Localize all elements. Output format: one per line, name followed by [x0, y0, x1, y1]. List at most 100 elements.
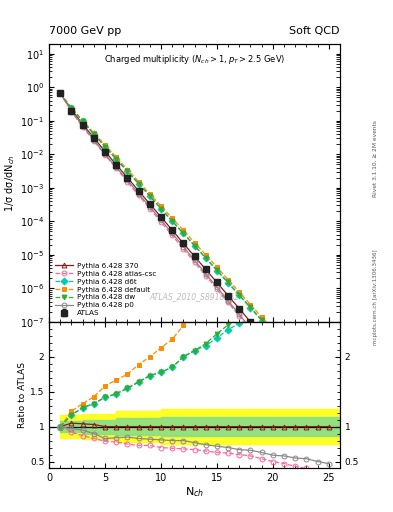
- Line: Pythia 6.428 default: Pythia 6.428 default: [58, 91, 331, 397]
- Pythia 6.428 dw: [315, 379, 320, 386]
- Pythia 6.428 d6t: [215, 267, 219, 273]
- Pythia 6.428 d6t: [147, 193, 152, 199]
- Pythia 6.428 default: [215, 264, 219, 270]
- Pythia 6.428 dw: [304, 367, 309, 373]
- Pythia 6.428 default: [327, 391, 331, 397]
- Pythia 6.428 p0: [192, 257, 197, 263]
- Pythia 6.428 p0: [259, 338, 264, 345]
- Pythia 6.428 d6t: [125, 168, 130, 175]
- Pythia 6.428 dw: [327, 392, 331, 398]
- Pythia 6.428 default: [103, 142, 107, 148]
- Pythia 6.428 370: [58, 90, 62, 96]
- Pythia 6.428 370: [136, 188, 141, 194]
- Pythia 6.428 dw: [80, 118, 85, 124]
- Pythia 6.428 370: [248, 319, 253, 325]
- Pythia 6.428 atlas-csc: [203, 272, 208, 279]
- Pythia 6.428 d6t: [136, 181, 141, 187]
- Pythia 6.428 370: [170, 227, 174, 233]
- Pythia 6.428 dw: [58, 90, 62, 96]
- Pythia 6.428 atlas-csc: [226, 300, 230, 306]
- Text: 7000 GeV pp: 7000 GeV pp: [49, 26, 121, 36]
- Pythia 6.428 atlas-csc: [293, 383, 298, 390]
- Pythia 6.428 dw: [181, 230, 186, 237]
- Pythia 6.428 d6t: [327, 394, 331, 400]
- Pythia 6.428 p0: [226, 297, 230, 304]
- Pythia 6.428 p0: [136, 190, 141, 197]
- Pythia 6.428 atlas-csc: [136, 193, 141, 199]
- Pythia 6.428 d6t: [92, 131, 96, 137]
- Pythia 6.428 default: [69, 104, 74, 111]
- Pythia 6.428 d6t: [282, 343, 286, 349]
- Pythia 6.428 370: [270, 345, 275, 351]
- Pythia 6.428 default: [270, 327, 275, 333]
- Pythia 6.428 p0: [114, 164, 119, 170]
- Line: Pythia 6.428 dw: Pythia 6.428 dw: [58, 91, 331, 397]
- Pythia 6.428 dw: [114, 156, 119, 162]
- Pythia 6.428 dw: [282, 342, 286, 348]
- Pythia 6.428 p0: [203, 271, 208, 277]
- Text: mcplots.cern.ch [arXiv:1306.3436]: mcplots.cern.ch [arXiv:1306.3436]: [373, 249, 378, 345]
- Pythia 6.428 atlas-csc: [270, 355, 275, 361]
- Pythia 6.428 370: [147, 201, 152, 207]
- Pythia 6.428 dw: [203, 255, 208, 261]
- Pythia 6.428 dw: [270, 329, 275, 335]
- Text: Rivet 3.1.10, ≥ 2M events: Rivet 3.1.10, ≥ 2M events: [373, 120, 378, 197]
- Pythia 6.428 370: [159, 214, 163, 220]
- Pythia 6.428 default: [304, 366, 309, 372]
- Pythia 6.428 p0: [125, 177, 130, 183]
- Pythia 6.428 370: [282, 358, 286, 364]
- Pythia 6.428 p0: [170, 230, 174, 237]
- Pythia 6.428 default: [237, 289, 242, 295]
- Pythia 6.428 370: [69, 107, 74, 113]
- Pythia 6.428 d6t: [248, 305, 253, 311]
- Pythia 6.428 d6t: [114, 156, 119, 162]
- Pythia 6.428 d6t: [80, 118, 85, 124]
- Pythia 6.428 d6t: [192, 243, 197, 249]
- Pythia 6.428 p0: [92, 137, 96, 143]
- Pythia 6.428 370: [103, 148, 107, 155]
- Pythia 6.428 dw: [215, 267, 219, 273]
- Text: Charged multiplicity ($N_{ch} > 1, p_T > 2.5$ GeV): Charged multiplicity ($N_{ch} > 1, p_T >…: [104, 53, 285, 66]
- Pythia 6.428 370: [192, 253, 197, 260]
- Pythia 6.428 default: [170, 215, 174, 221]
- Pythia 6.428 370: [80, 121, 85, 127]
- Y-axis label: 1/σ dσ/dN$_{ch}$: 1/σ dσ/dN$_{ch}$: [4, 154, 17, 211]
- Pythia 6.428 d6t: [69, 105, 74, 111]
- Pythia 6.428 atlas-csc: [92, 138, 96, 144]
- Pythia 6.428 p0: [181, 244, 186, 250]
- Pythia 6.428 p0: [159, 217, 163, 223]
- Pythia 6.428 atlas-csc: [80, 124, 85, 130]
- Pythia 6.428 atlas-csc: [170, 232, 174, 239]
- Line: Pythia 6.428 d6t: Pythia 6.428 d6t: [58, 91, 331, 399]
- Pythia 6.428 atlas-csc: [58, 90, 62, 96]
- Pythia 6.428 atlas-csc: [181, 246, 186, 252]
- Pythia 6.428 atlas-csc: [248, 327, 253, 333]
- Pythia 6.428 default: [315, 378, 320, 385]
- Pythia 6.428 p0: [315, 408, 320, 414]
- Pythia 6.428 370: [92, 135, 96, 141]
- Pythia 6.428 default: [92, 130, 96, 136]
- Pythia 6.428 default: [136, 179, 141, 185]
- Pythia 6.428 p0: [147, 204, 152, 210]
- Pythia 6.428 atlas-csc: [282, 369, 286, 375]
- Pythia 6.428 d6t: [226, 280, 230, 286]
- Pythia 6.428 p0: [69, 108, 74, 114]
- Pythia 6.428 default: [147, 191, 152, 197]
- Pythia 6.428 d6t: [170, 218, 174, 224]
- Pythia 6.428 default: [181, 227, 186, 233]
- Pythia 6.428 default: [114, 154, 119, 160]
- Pythia 6.428 p0: [293, 380, 298, 386]
- Pythia 6.428 default: [248, 302, 253, 308]
- Legend: Pythia 6.428 370, Pythia 6.428 atlas-csc, Pythia 6.428 d6t, Pythia 6.428 default: Pythia 6.428 370, Pythia 6.428 atlas-csc…: [53, 261, 158, 318]
- Pythia 6.428 default: [80, 118, 85, 124]
- Pythia 6.428 d6t: [203, 255, 208, 261]
- Pythia 6.428 p0: [103, 151, 107, 157]
- Pythia 6.428 p0: [270, 352, 275, 358]
- Pythia 6.428 atlas-csc: [237, 313, 242, 319]
- Pythia 6.428 370: [181, 240, 186, 246]
- Pythia 6.428 dw: [125, 168, 130, 175]
- Line: Pythia 6.428 atlas-csc: Pythia 6.428 atlas-csc: [58, 91, 331, 433]
- Pythia 6.428 d6t: [181, 230, 186, 237]
- Pythia 6.428 atlas-csc: [192, 259, 197, 265]
- Pythia 6.428 dw: [259, 317, 264, 323]
